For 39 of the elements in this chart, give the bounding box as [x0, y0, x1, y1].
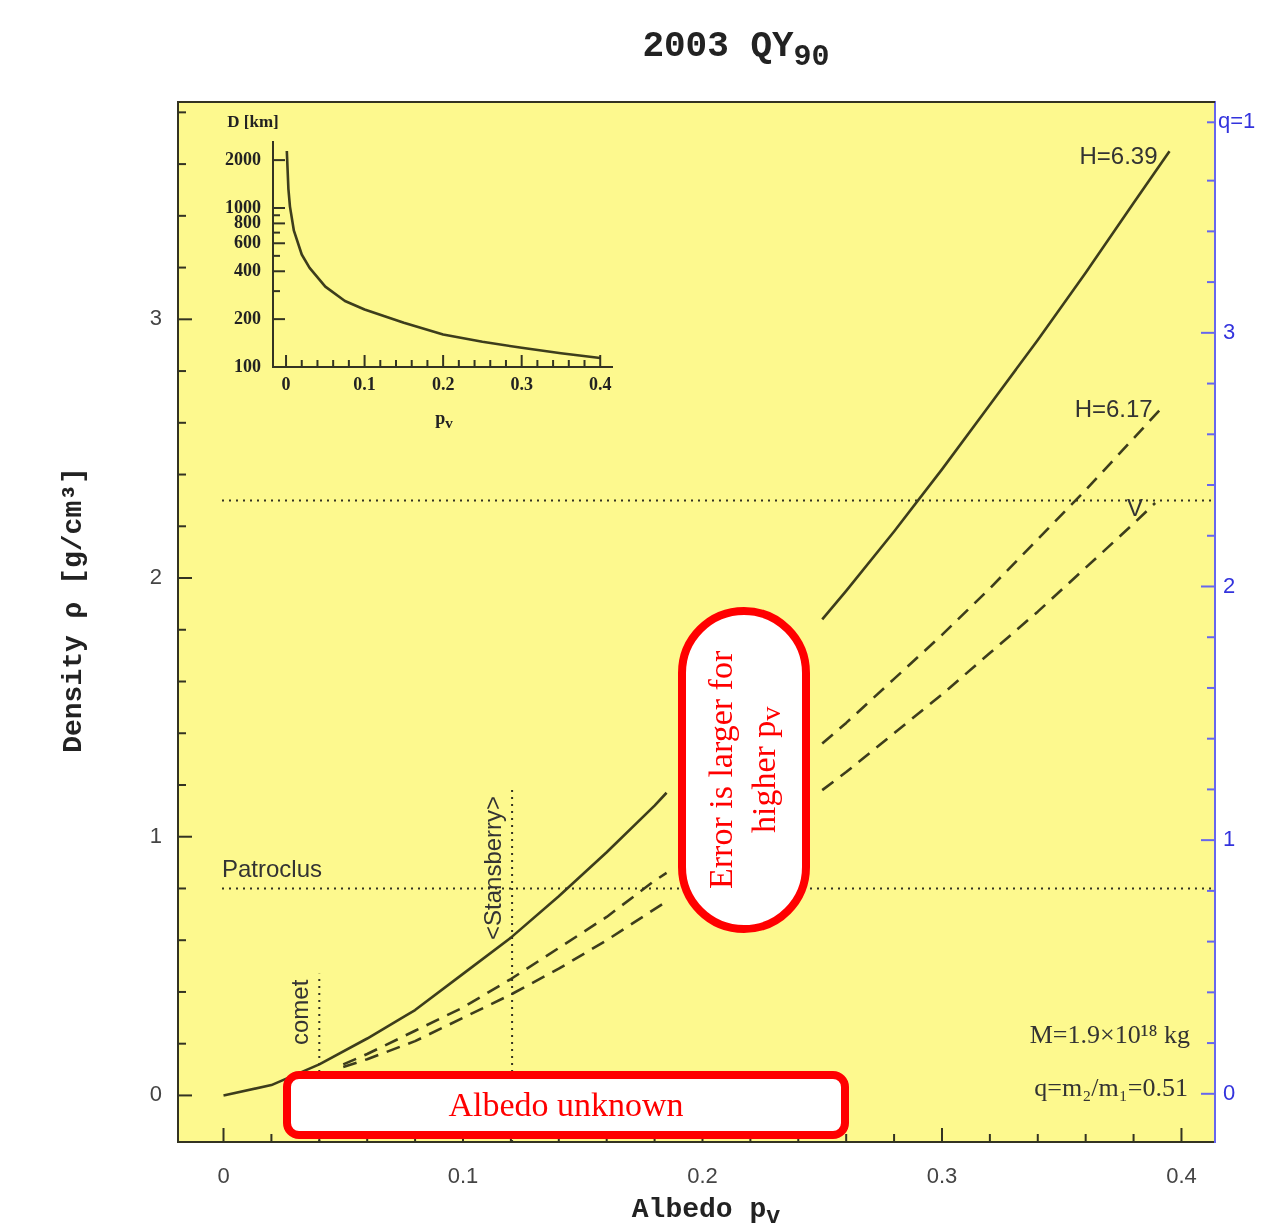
x-tick-label: 0.3	[926, 1163, 958, 1189]
y-tick-label: 2	[149, 564, 162, 590]
ref-line-label: <Stansberry>	[478, 795, 506, 940]
x-tick-label: 0.4	[1166, 1163, 1197, 1189]
y-tick-label: 400	[234, 259, 261, 280]
y-tick-label: 800	[234, 212, 261, 233]
y2-tick-label: 0	[1223, 1079, 1236, 1105]
x-tick-label: 0.2	[431, 374, 455, 395]
ref-line-label: Patroclus	[222, 855, 323, 883]
annotation: Albedo unknown	[448, 1086, 684, 1124]
x-tick-label: 0.2	[687, 1163, 718, 1189]
y-tick-label: 3	[149, 305, 162, 331]
series-label: H=6.39	[1079, 141, 1158, 169]
y-tick-label: 0	[149, 1081, 162, 1107]
series-label: H=6.17	[1074, 395, 1153, 423]
series-label: V	[1127, 493, 1144, 521]
y-tick-label: 1	[149, 822, 162, 848]
y-tick-label: 100	[234, 355, 261, 376]
rounded-callout: Albedo unknown	[283, 1071, 849, 1139]
ref-line-label: comet	[285, 979, 313, 1045]
y-tick-label: 200	[234, 307, 261, 328]
x-axis-title: Albedo p$_{v}$	[631, 1193, 781, 1231]
annotation: q=m₂/m₁=0.51	[1034, 1073, 1188, 1102]
x-tick-label: 0.4	[588, 374, 612, 395]
annotation: M=1.9×10¹⁸ kg	[1029, 1020, 1190, 1049]
y2-tick-label: 1	[1223, 826, 1236, 852]
y2-tick-label: 3	[1223, 318, 1236, 344]
x-tick-label: 0.1	[353, 374, 376, 395]
x-tick-label: 0.1	[447, 1163, 479, 1189]
y-tick-label: 600	[234, 231, 261, 252]
x-tick-label: 0	[281, 374, 291, 395]
y-axis-title: D [km]	[227, 112, 279, 132]
x-tick-label: 0.3	[510, 374, 533, 395]
x-axis-title: p$_{v}$	[435, 407, 453, 433]
y-axis-title: Density ρ [g/cm³]	[57, 467, 89, 753]
y-tick-label: 2000	[225, 148, 261, 169]
y2-tick-label: 2	[1223, 572, 1236, 598]
text: q=1	[1218, 108, 1256, 133]
chart-title: 2003 QY$_{90}$	[642, 26, 830, 74]
